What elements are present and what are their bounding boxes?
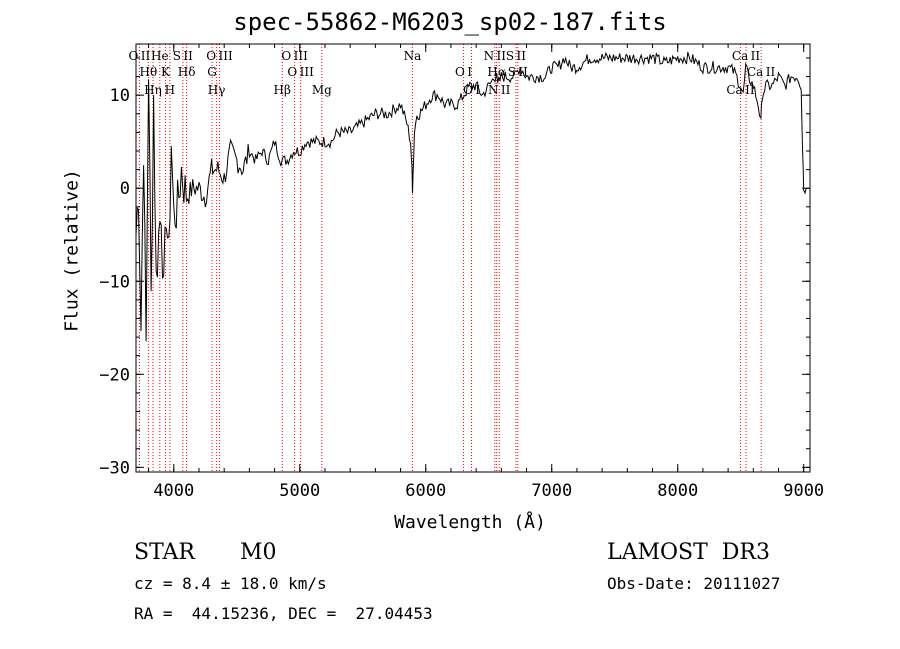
x-tick-label: 6000 [405,481,446,501]
chart-title: spec-55862-M6203_sp02-187.fits [233,8,667,36]
object-subclass: M0 [240,540,277,565]
y-tick-label: 10 [110,86,130,106]
spectral-line-label: O I [455,65,472,79]
spectral-line-label: S II [508,65,528,79]
spectral-line-label: K [161,65,171,79]
y-tick-label: −20 [99,365,130,385]
plot-frame [135,43,811,473]
x-axis-label: Wavelength (Å) [394,512,546,533]
spectral-line-label: Na [404,49,422,63]
x-tick-label: 8000 [657,481,698,501]
spectral-line-label: O II [129,49,151,63]
spectral-line-label: Hα [487,65,506,79]
spectral-line-label: Ca II [726,83,754,97]
y-tick-label: −10 [99,272,130,292]
spectral-line-label: Hβ [274,83,291,97]
y-tick-label: −30 [99,458,130,478]
spectral-line-markers [138,44,762,472]
observation-date: Obs-Date: 20111027 [607,574,781,593]
x-tick-label: 5000 [279,481,320,501]
spectral-line-label: O III [287,65,314,79]
redshift-info: cz = 8.4 ± 18.0 km/s [134,574,327,593]
x-tick-label: 4000 [153,481,194,501]
y-tick-label: 0 [120,179,130,199]
y-axis-label: Flux (relative) [61,169,83,332]
spectral-line-label: O III [206,49,233,63]
spectral-line-label: Ca II [732,49,760,63]
spectral-line-label: Hη [144,83,162,97]
object-class: STAR [134,540,195,565]
survey-name: LAMOST DR3 [607,540,770,565]
spectral-line-label: N II [488,83,511,97]
spectral-line-label: Hδ [178,65,196,79]
spectral-line-label: Ca II [747,65,775,79]
spectral-line-label: S II [173,49,193,63]
axis-ticks: 4000 5000 6000 7000 8000 9000 10 0 −10 −20 −30 [99,44,824,501]
spectral-line-label: S II [506,49,526,63]
spectral-line-label: N II [484,49,507,63]
x-tick-label: 7000 [531,481,572,501]
spectral-line-label: O III [281,49,308,63]
spectral-line-label: Hθ [139,65,157,79]
spectral-line-label: Hγ [208,83,226,97]
spectral-line-label: He [151,49,169,63]
spectral-line-labels: O II Hθ Hη He KH S II Hδ Hγ O III G Hβ O III O III Mg… [129,49,776,97]
coordinates: RA = 44.15236, DEC = 27.04453 [134,604,433,623]
x-tick-label: 9000 [783,481,824,501]
spectral-line-label: H [165,83,175,97]
spectral-line-label: Mg [312,83,332,97]
spectrum-curve [135,51,807,342]
spectral-line-label: O I [463,83,480,97]
spectral-line-label: G [207,65,217,79]
